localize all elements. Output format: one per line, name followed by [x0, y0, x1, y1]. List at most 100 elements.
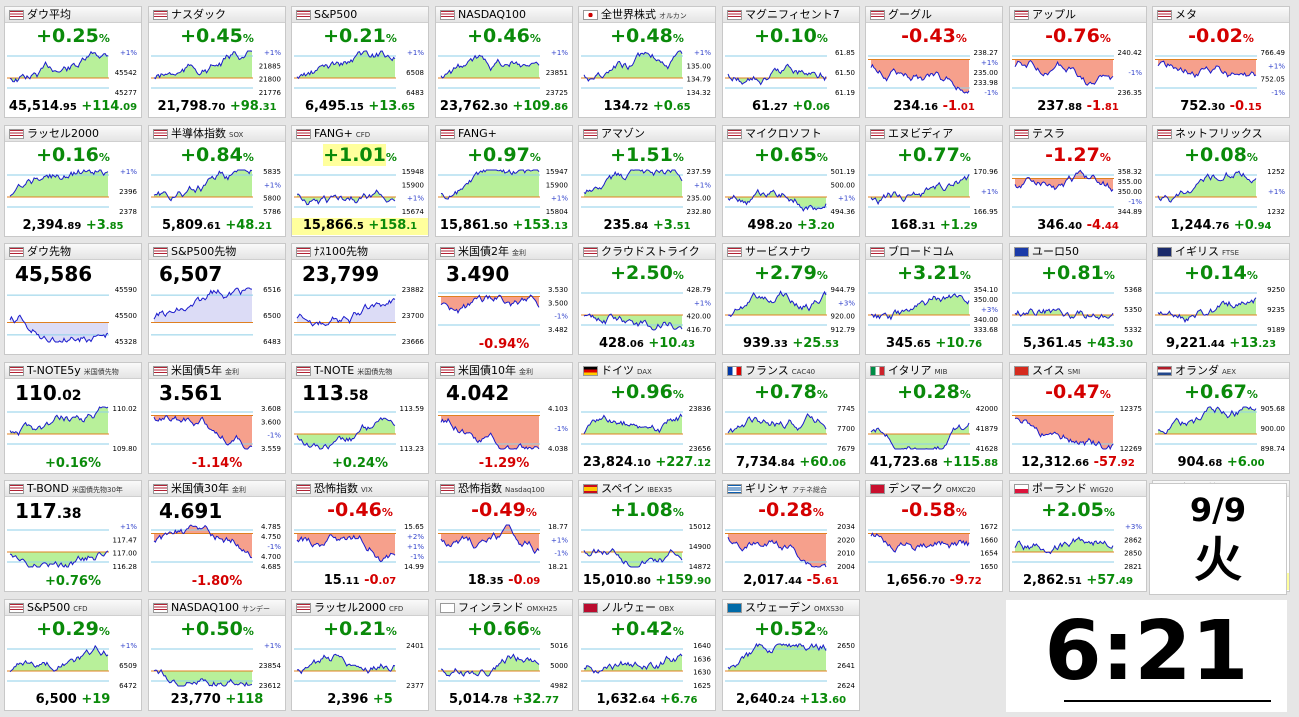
level-label: 23725 [546, 89, 568, 97]
market-tile[interactable]: オランダ AEX +0.67% 905.68 900.00 898.74 904.68 +6… [1152, 362, 1290, 474]
us-flag-icon [1157, 129, 1172, 139]
market-tile[interactable]: テスラ -1.27% 358.32 355.00 350.00 -1% 344.89 346.… [1009, 125, 1147, 237]
change-percent-value: +0.78 [754, 381, 817, 403]
change-amount: +6.00 [1227, 455, 1265, 470]
change-dec: .07 [378, 576, 397, 587]
market-tile[interactable]: スイス SMI -0.47% 12375 12269 12,312.66 -57.92 [1009, 362, 1147, 474]
market-tile[interactable]: アマゾン +1.51% 237.59 +1% 235.00 232.80 235.84 +3… [578, 125, 716, 237]
market-tile[interactable]: ラッセル2000 +0.16% +1% 2396 2378 2,394.89 +3.85 [4, 125, 142, 237]
it-flag-icon [870, 366, 885, 376]
change-amount: -4.44 [1087, 218, 1119, 233]
change-percent: +0.08% [1153, 143, 1289, 170]
market-tile[interactable]: 米国債30年 金利 4.691 4.785 4.750 -1% 4.700 4.685 -1.8… [148, 480, 286, 592]
market-tile[interactable]: ラッセル2000 CFD +0.21% 2401 2377 2,396 +5 [291, 599, 429, 711]
level-label: 1232 [1267, 208, 1285, 216]
tile-footer: 168.31 +1.29 [866, 218, 1002, 235]
change-percent-value: +0.77 [897, 144, 960, 166]
change-int: +118 [225, 692, 264, 707]
tile-name: スウェーデン OMXS30 [745, 601, 844, 616]
level-label: 240.42 [1118, 49, 1143, 57]
sparkline-area [154, 288, 252, 323]
market-tile[interactable]: T-BOND 米国債先物30年 117.38 +1% 117.47 117.00 116.2… [4, 480, 142, 592]
market-tile[interactable]: スウェーデン OMXS30 +0.52% 2650 2641 2624 2,640.24 +… [722, 599, 860, 711]
market-tile[interactable]: ﾅｽ100先物 23,799 23882 23700 23666 [291, 243, 429, 355]
change-percent: +0.84% [149, 143, 285, 170]
market-tile[interactable]: S&P500 CFD +0.29% +1% 6509 6472 6,500 +19 [4, 599, 142, 711]
tile-header: ギリシャ アテネ総合 [723, 481, 859, 497]
sparkline-chart: 113.59 113.23 [294, 405, 425, 453]
market-tile[interactable]: ダウ平均 +0.25% +1% 45542 45277 45,514.95 +114.09 [4, 6, 142, 118]
market-tile[interactable]: T-NOTE5y 米国債先物 110.02 110.02 109.80 +0.16% [4, 362, 142, 474]
market-tile[interactable]: ナスダック +0.45% +1% 21885 21800 21776 21,798.70 +… [148, 6, 286, 118]
market-tile[interactable]: ドイツ DAX +0.96% 23836 23656 23,824.10 +227.12 [578, 362, 716, 474]
market-tile[interactable]: NASDAQ100 サンデー +0.50% +1% 23854 23612 23,770 +… [148, 599, 286, 711]
tile-name: 恐怖指数 Nasdaq100 [458, 482, 545, 497]
level-label: 2396 [119, 188, 137, 196]
market-tile[interactable]: ノルウェー OBX +0.42% 1640 1636 1630 1625 1,632.64 +… [578, 599, 716, 711]
market-tile[interactable]: グーグル -0.43% 238.27 +1% 235.00 233.98 -1% 234.16… [865, 6, 1003, 118]
price-int: 1,244 [1170, 218, 1212, 233]
tile-header: ラッセル2000 [5, 126, 141, 142]
change-percent-value: -0.02 [1188, 25, 1243, 47]
market-tile[interactable]: 恐怖指数 Nasdaq100 -0.49% 18.77 +1% -1% 18.21 18.35… [435, 480, 573, 592]
sparkline-line [9, 644, 109, 673]
change-dec: .61 [821, 576, 839, 587]
percent-unit: % [1246, 269, 1258, 282]
market-tile[interactable]: 半導体指数 SOX +0.84% 5835 +1% 5800 5786 5,809.61 +4… [148, 125, 286, 237]
level-label: 235.00 [974, 69, 999, 77]
change-int: +5 [372, 692, 393, 707]
change-dec: .76 [679, 695, 698, 706]
market-tile[interactable]: デンマーク OMXC20 -0.58% 1672 1660 1654 1650 1,656.7… [865, 480, 1003, 592]
sparkline-chart: 15948 15900 +1% 15674 [294, 168, 425, 216]
level-label: 6472 [119, 682, 137, 690]
market-tile[interactable]: S&P500先物 6,507 6516 6500 6483 [148, 243, 286, 355]
market-tile[interactable]: フィンランド OMXH25 +0.66% 5016 5000 4982 5,014.78 +… [435, 599, 573, 711]
change-amount: -1.01 [943, 99, 975, 114]
market-tile[interactable]: ギリシャ アテネ総合 -0.28% 2034 2020 2010 2004 2,017.44 … [722, 480, 860, 592]
tile-name: 恐怖指数 VIX [314, 482, 373, 497]
market-tile[interactable]: スペイン IBEX35 +1.08% 15012 14900 14872 15,010.80… [578, 480, 716, 592]
market-tile[interactable]: 全世界株式 オルカン +0.48% +1% 135.00 134.79 134.32 134.… [578, 6, 716, 118]
tile-name: ネットフリックス [1175, 127, 1263, 141]
price: 5,014.78 [449, 692, 508, 707]
level-label: +1% [551, 49, 568, 57]
market-tile[interactable]: サービスナウ +2.79% 944.79 +3% 920.00 912.79 939.33 … [722, 243, 860, 355]
us-flag-icon [727, 129, 742, 139]
market-tile[interactable]: ネットフリックス +0.08% 1252 +1% 1232 1,244.76 +0.94 [1152, 125, 1290, 237]
tile-name-text: 米国債2年 [458, 245, 509, 258]
market-tile[interactable]: マイクロソフト +0.65% 501.19 500.00 +1% 494.36 498.20… [722, 125, 860, 237]
market-tile[interactable]: イタリア MIB +0.28% 42000 41879 41628 41,723.68 +1… [865, 362, 1003, 474]
market-tile[interactable]: 米国債5年 金利 3.561 3.608 3.600 -1% 3.559 -1.14% [148, 362, 286, 474]
market-tile[interactable]: S&P500 +0.21% +1% 6508 6483 6,495.15 +13.65 [291, 6, 429, 118]
market-tile[interactable]: イギリス FTSE +0.14% 9250 9235 9189 9,221.44 +13.2… [1152, 243, 1290, 355]
tile-footer: 2,862.51 +57.49 [1010, 573, 1146, 590]
market-tile[interactable]: FANG+ +0.97% 15947 15900 +1% 15804 15,861.50 +… [435, 125, 573, 237]
tile-footer: 237.88 -1.81 [1010, 99, 1146, 116]
market-tile[interactable]: ポーランド WIG20 +2.05% +3% 2862 2850 2821 2,862.51 … [1009, 480, 1147, 592]
us-flag-icon [153, 603, 168, 613]
market-tile[interactable]: FANG+ CFD +1.01% 15948 15900 +1% 15674 15,866.5… [291, 125, 429, 237]
market-tile[interactable]: ユーロ50 +0.81% 5368 5350 5332 5,361.45 +43.30 [1009, 243, 1147, 355]
price-int: 45,514 [8, 99, 60, 114]
market-tile[interactable]: NASDAQ100 +0.46% +1% 23851 23725 23,762.30 +1… [435, 6, 573, 118]
market-tile[interactable]: マグニフィセント7 +0.10% 61.85 61.50 61.19 61.27 +0.0… [722, 6, 860, 118]
market-tile[interactable]: フランス CAC40 +0.78% 7745 7700 7679 7,734.84 +60.… [722, 362, 860, 474]
tile-name-text: ﾅｽ100先物 [314, 245, 368, 258]
market-tile[interactable]: ブロードコム +3.21% 354.10 350.00 +3% 340.00 333.68 3… [865, 243, 1003, 355]
tile-name: マイクロソフト [745, 127, 822, 141]
level-label: 416.70 [687, 326, 712, 334]
market-tile[interactable]: クラウドストライク +2.50% 428.79 +1% 420.00 416.70 428.… [578, 243, 716, 355]
sparkline-area [441, 55, 539, 78]
price-dec: .78 [490, 695, 508, 706]
market-tile[interactable]: エヌビディア +0.77% 170.96 +1% 166.95 168.31 +1.29 [865, 125, 1003, 237]
market-tile[interactable]: ダウ先物 45,586 45590 45500 45328 [4, 243, 142, 355]
market-tile[interactable]: アップル -0.76% 240.42 -1% 236.35 237.88 -1.81 [1009, 6, 1147, 118]
sparkline-chart: 2034 2020 2010 2004 [725, 523, 856, 571]
market-tile[interactable]: メタ -0.02% 766.49 +1% 752.05 -1% 752.30 -0.15 [1152, 6, 1290, 118]
market-tile[interactable]: T-NOTE 米国債先物 113.58 113.59 113.23 +0.24% [291, 362, 429, 474]
market-tile[interactable]: 恐怖指数 VIX -0.46% 15.65 +2% +1% -1% 14.99 15.11 -0… [291, 480, 429, 592]
market-tile[interactable]: 米国債10年 金利 4.042 4.103 -1% 4.038 -1.29% [435, 362, 573, 474]
market-tile[interactable]: 米国債2年 金利 3.490 3.530 3.500 -1% 3.482 -0.94% [435, 243, 573, 355]
level-label: 113.23 [400, 445, 425, 453]
percent-unit: % [1242, 32, 1254, 45]
